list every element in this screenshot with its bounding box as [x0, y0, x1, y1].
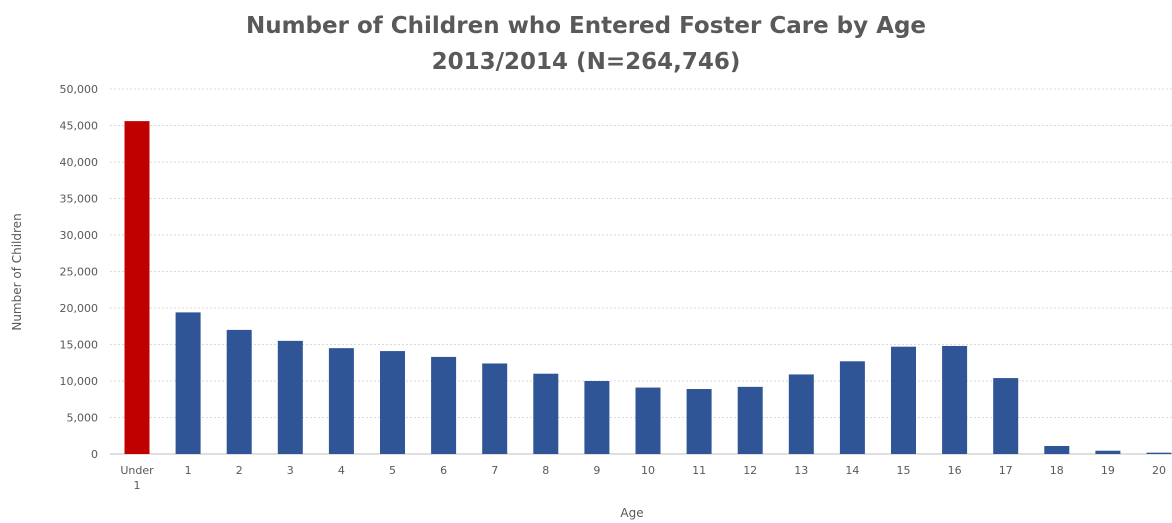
- y-tick-label: 45,000: [60, 120, 99, 133]
- x-tick-label: 12: [743, 464, 757, 477]
- x-tick-label: 2: [236, 464, 243, 477]
- x-tick-label: 15: [897, 464, 911, 477]
- y-tick-label: 20,000: [60, 302, 99, 315]
- x-tick-label: 5: [389, 464, 396, 477]
- x-tick-label: 4: [338, 464, 345, 477]
- bar: [1095, 450, 1121, 454]
- bar: [277, 340, 303, 454]
- bar: [635, 387, 661, 454]
- x-tick-label: 19: [1101, 464, 1115, 477]
- x-tick-label: 1: [134, 479, 141, 492]
- y-tick-label: 0: [91, 448, 98, 461]
- x-tick-label: 9: [593, 464, 600, 477]
- y-tick-label: 15,000: [60, 339, 99, 352]
- x-tick-label: 20: [1152, 464, 1166, 477]
- y-tick-label: 30,000: [60, 229, 99, 242]
- bar: [737, 386, 763, 454]
- bar: [482, 363, 508, 454]
- bar: [431, 356, 457, 454]
- x-tick-label: 1: [185, 464, 192, 477]
- x-tick-label: 7: [491, 464, 498, 477]
- chart-title-line-2: 2013/2014 (N=264,746): [431, 49, 741, 75]
- x-tick-label: 8: [542, 464, 549, 477]
- y-tick-label: 35,000: [60, 193, 99, 206]
- chart-title: Number of Children who Entered Foster Ca…: [0, 8, 1172, 80]
- x-tick-label: 13: [794, 464, 808, 477]
- bar: [226, 329, 252, 454]
- y-tick-label: 50,000: [60, 83, 99, 96]
- bar: [788, 374, 814, 454]
- x-tick-label: 16: [948, 464, 962, 477]
- y-tick-label: 25,000: [60, 266, 99, 279]
- bar: [891, 346, 916, 454]
- x-tick-label: 10: [641, 464, 655, 477]
- chart-title-line-1: Number of Children who Entered Foster Ca…: [245, 13, 927, 39]
- bar: [839, 361, 865, 454]
- y-tick-label: 10,000: [60, 375, 99, 388]
- bar: [328, 348, 354, 454]
- x-tick-label: 6: [440, 464, 447, 477]
- x-tick-label: 11: [692, 464, 706, 477]
- bar: [942, 345, 968, 454]
- bar: [1044, 445, 1070, 454]
- bar: [993, 378, 1019, 454]
- x-tick-label: 14: [845, 464, 859, 477]
- bar: [175, 312, 201, 454]
- x-axis-title: Age: [620, 506, 643, 520]
- x-tick-label: 3: [287, 464, 294, 477]
- bar: [124, 121, 150, 455]
- x-tick-label: 18: [1050, 464, 1064, 477]
- bar: [584, 381, 610, 454]
- x-tick-label: 17: [999, 464, 1013, 477]
- bar: [380, 351, 405, 454]
- bar: [1146, 452, 1172, 454]
- bar: [686, 389, 712, 454]
- y-tick-label: 40,000: [60, 156, 99, 169]
- bar: [533, 373, 559, 454]
- x-tick-label: Under: [120, 464, 154, 477]
- y-axis-title: Number of Children: [10, 213, 24, 330]
- y-tick-label: 5,000: [67, 412, 99, 425]
